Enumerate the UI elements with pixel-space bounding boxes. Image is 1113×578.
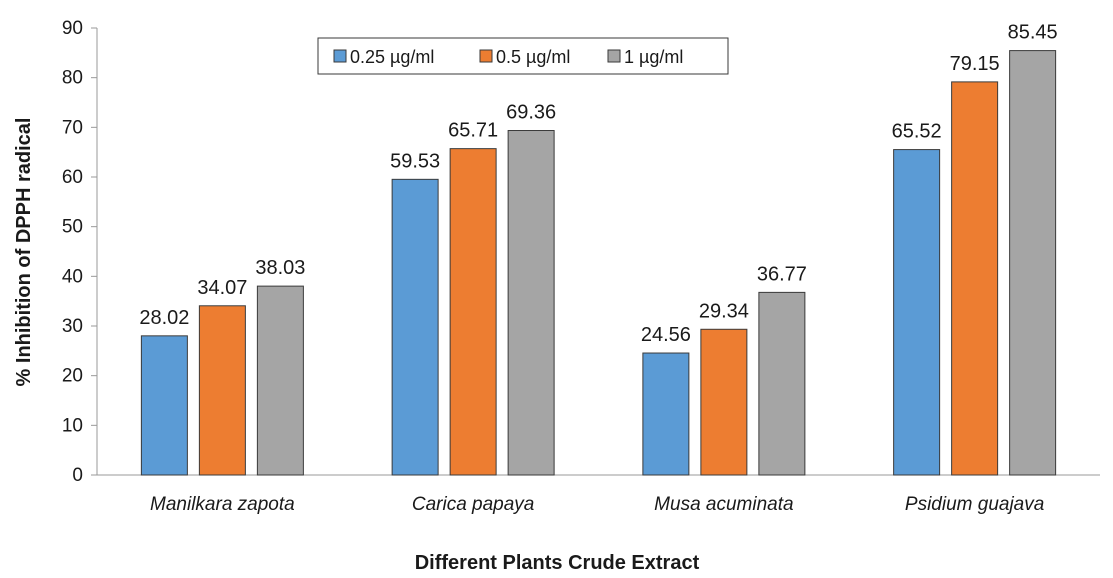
bar-3-2 (507, 130, 555, 476)
bar-1-3 (642, 352, 690, 476)
bar-2-4 (951, 81, 999, 476)
x-axis-title: Different Plants Crude Extract (415, 552, 700, 574)
data-label: 79.15 (950, 53, 1000, 75)
bars (140, 50, 1057, 476)
y-tick-label: 20 (62, 366, 83, 387)
legend-label: 0.5 µg/ml (496, 47, 570, 67)
y-tick-label: 60 (62, 167, 83, 188)
data-label: 65.71 (448, 120, 498, 142)
bar-2-2 (449, 148, 497, 476)
bar-2-1 (198, 305, 246, 476)
bar-3-1 (256, 285, 304, 476)
y-tick-label: 0 (72, 465, 83, 486)
x-category-label: Manilkara zapota (150, 494, 295, 515)
data-label: 65.52 (892, 121, 942, 143)
data-label: 28.02 (139, 307, 189, 329)
bar-1-4 (893, 149, 941, 476)
data-label: 69.36 (506, 102, 556, 124)
data-labels: 28.02 34.07 38.03 59.53 65.71 69.36 24.56 29.34… (139, 22, 1057, 346)
legend-swatch (479, 49, 493, 63)
legend-label: 1 µg/ml (624, 47, 683, 67)
x-category-label: Psidium guajava (905, 494, 1044, 515)
bar-3-3 (758, 291, 806, 476)
data-label: 34.07 (197, 277, 247, 299)
y-tick-label: 80 (62, 68, 83, 89)
data-label: 36.77 (757, 263, 807, 285)
legend-swatch (607, 49, 621, 63)
y-tick-label: 90 (62, 18, 83, 39)
y-axis: 0 10 20 30 40 50 60 70 80 90 (62, 18, 98, 486)
y-tick-label: 40 (62, 266, 83, 287)
y-tick-label: 30 (62, 316, 83, 337)
y-tick-label: 50 (62, 217, 83, 238)
legend: 0.25 µg/ml 0.5 µg/ml 1 µg/ml (317, 37, 729, 75)
bar-1-1 (140, 335, 188, 476)
x-category-label: Carica papaya (412, 494, 535, 515)
y-axis-title: % Inhibition of DPPH radical (13, 118, 35, 387)
legend-swatch (333, 49, 347, 63)
data-label: 24.56 (641, 324, 691, 346)
data-label: 59.53 (390, 150, 440, 172)
data-label: 38.03 (255, 257, 305, 279)
x-axis: Manilkara zapota Carica papaya Musa acumin… (97, 474, 1100, 515)
legend-label: 0.25 µg/ml (350, 47, 434, 67)
data-label: 85.45 (1008, 22, 1058, 44)
bar-3-4 (1009, 50, 1057, 476)
data-label: 29.34 (699, 300, 749, 322)
bar-1-2 (391, 178, 439, 476)
y-tick-label: 10 (62, 415, 83, 436)
legend-box (317, 37, 729, 75)
y-tick-label: 70 (62, 117, 83, 138)
bar-2-3 (700, 328, 748, 476)
x-category-label: Musa acuminata (654, 494, 793, 515)
